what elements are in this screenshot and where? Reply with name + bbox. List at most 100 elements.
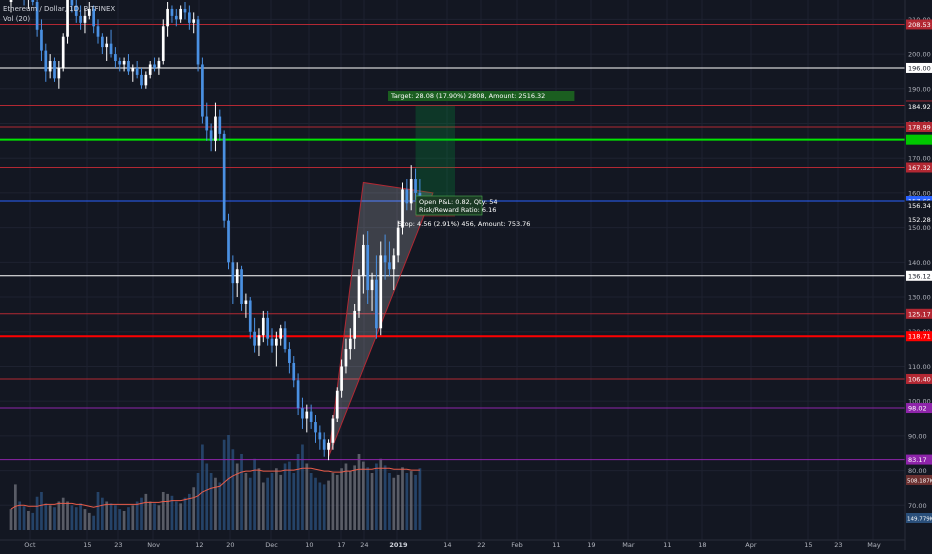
candle[interactable] <box>257 335 261 346</box>
candle[interactable] <box>409 179 413 204</box>
candle[interactable] <box>348 338 352 350</box>
candle[interactable] <box>87 8 91 16</box>
candle[interactable] <box>275 338 278 346</box>
candle[interactable] <box>127 61 130 72</box>
candle[interactable] <box>344 349 348 367</box>
candle[interactable] <box>388 262 391 270</box>
candle[interactable] <box>240 269 243 304</box>
candle[interactable] <box>118 61 122 65</box>
candle[interactable] <box>144 74 148 86</box>
candle[interactable] <box>318 432 322 440</box>
candle[interactable] <box>292 362 296 381</box>
candle[interactable] <box>44 50 48 72</box>
candle[interactable] <box>279 328 283 339</box>
candle[interactable] <box>131 67 135 72</box>
candle[interactable] <box>109 43 113 55</box>
symbol-title[interactable]: Ethereum / Dollar, 1D, BITFINEX <box>3 5 116 13</box>
candle[interactable] <box>340 366 343 391</box>
candle[interactable] <box>322 439 326 450</box>
candle[interactable] <box>366 244 370 291</box>
volume-bar <box>344 463 348 530</box>
candle[interactable] <box>9 0 13 2</box>
candle[interactable] <box>401 189 404 228</box>
candle[interactable] <box>66 0 69 37</box>
candle[interactable] <box>309 411 313 422</box>
candle[interactable] <box>79 15 82 23</box>
candle[interactable] <box>40 29 43 51</box>
candle[interactable] <box>222 133 226 221</box>
candle[interactable] <box>140 74 143 86</box>
candle[interactable] <box>218 116 222 134</box>
target-label: Target: 28.08 (17.90%) 2808, Amount: 251… <box>390 92 545 100</box>
candle[interactable] <box>31 0 35 2</box>
candle[interactable] <box>201 64 204 117</box>
candle[interactable] <box>96 26 100 37</box>
candle[interactable] <box>148 64 152 75</box>
candle[interactable] <box>331 418 335 443</box>
candle[interactable] <box>188 12 191 23</box>
candle[interactable] <box>261 317 265 336</box>
candle[interactable] <box>192 19 196 23</box>
candle[interactable] <box>74 5 78 16</box>
candle[interactable] <box>227 220 230 263</box>
candle[interactable] <box>92 8 95 27</box>
candle[interactable] <box>301 408 304 419</box>
target-zone[interactable] <box>415 105 455 202</box>
candle[interactable] <box>196 19 200 65</box>
candle[interactable] <box>183 8 187 13</box>
candle[interactable] <box>327 442 330 450</box>
candle[interactable] <box>209 130 213 141</box>
candle[interactable] <box>283 328 287 350</box>
candle[interactable] <box>161 26 165 62</box>
candle[interactable] <box>248 300 252 332</box>
candle[interactable] <box>314 421 317 433</box>
candle[interactable] <box>70 0 74 6</box>
candle[interactable] <box>135 67 139 75</box>
candle[interactable] <box>166 8 169 27</box>
candle[interactable] <box>235 269 239 284</box>
volume-last-tag <box>906 513 932 523</box>
candle[interactable] <box>105 43 109 48</box>
candle[interactable] <box>392 255 396 270</box>
candle[interactable] <box>305 411 309 419</box>
candle[interactable] <box>53 61 56 79</box>
candle[interactable] <box>179 8 182 20</box>
price-tag-label: 118.71 <box>908 333 931 341</box>
candle[interactable] <box>61 36 65 68</box>
candle[interactable] <box>288 349 291 363</box>
candle[interactable] <box>101 36 104 48</box>
volume-bar <box>31 512 35 530</box>
candle[interactable] <box>48 61 52 72</box>
candle[interactable] <box>414 179 417 193</box>
candle[interactable] <box>122 61 126 65</box>
candle[interactable] <box>383 255 387 263</box>
candle[interactable] <box>362 244 365 277</box>
candle[interactable] <box>253 331 256 346</box>
candle[interactable] <box>396 227 400 256</box>
candle[interactable] <box>205 116 209 131</box>
candle[interactable] <box>153 64 156 68</box>
volume-indicator-label[interactable]: Vol (20) <box>3 15 31 23</box>
candle[interactable] <box>57 67 61 79</box>
candle[interactable] <box>357 276 361 311</box>
candle[interactable] <box>370 279 374 291</box>
candle[interactable] <box>353 310 356 339</box>
candle[interactable] <box>335 390 339 419</box>
candle[interactable] <box>157 61 161 68</box>
candle[interactable] <box>231 262 235 284</box>
candle[interactable] <box>405 189 409 204</box>
candle[interactable] <box>379 255 383 329</box>
candle[interactable] <box>170 8 174 16</box>
candle[interactable] <box>83 15 87 23</box>
y-tick-label: 140.00 <box>908 259 931 267</box>
candle[interactable] <box>296 380 300 409</box>
candle[interactable] <box>174 15 178 20</box>
candle[interactable] <box>270 338 274 346</box>
candle[interactable] <box>35 2 39 30</box>
candle[interactable] <box>244 300 248 304</box>
candle[interactable] <box>114 54 117 62</box>
candle[interactable] <box>375 279 378 329</box>
candle[interactable] <box>266 317 269 339</box>
candle[interactable] <box>214 116 217 141</box>
